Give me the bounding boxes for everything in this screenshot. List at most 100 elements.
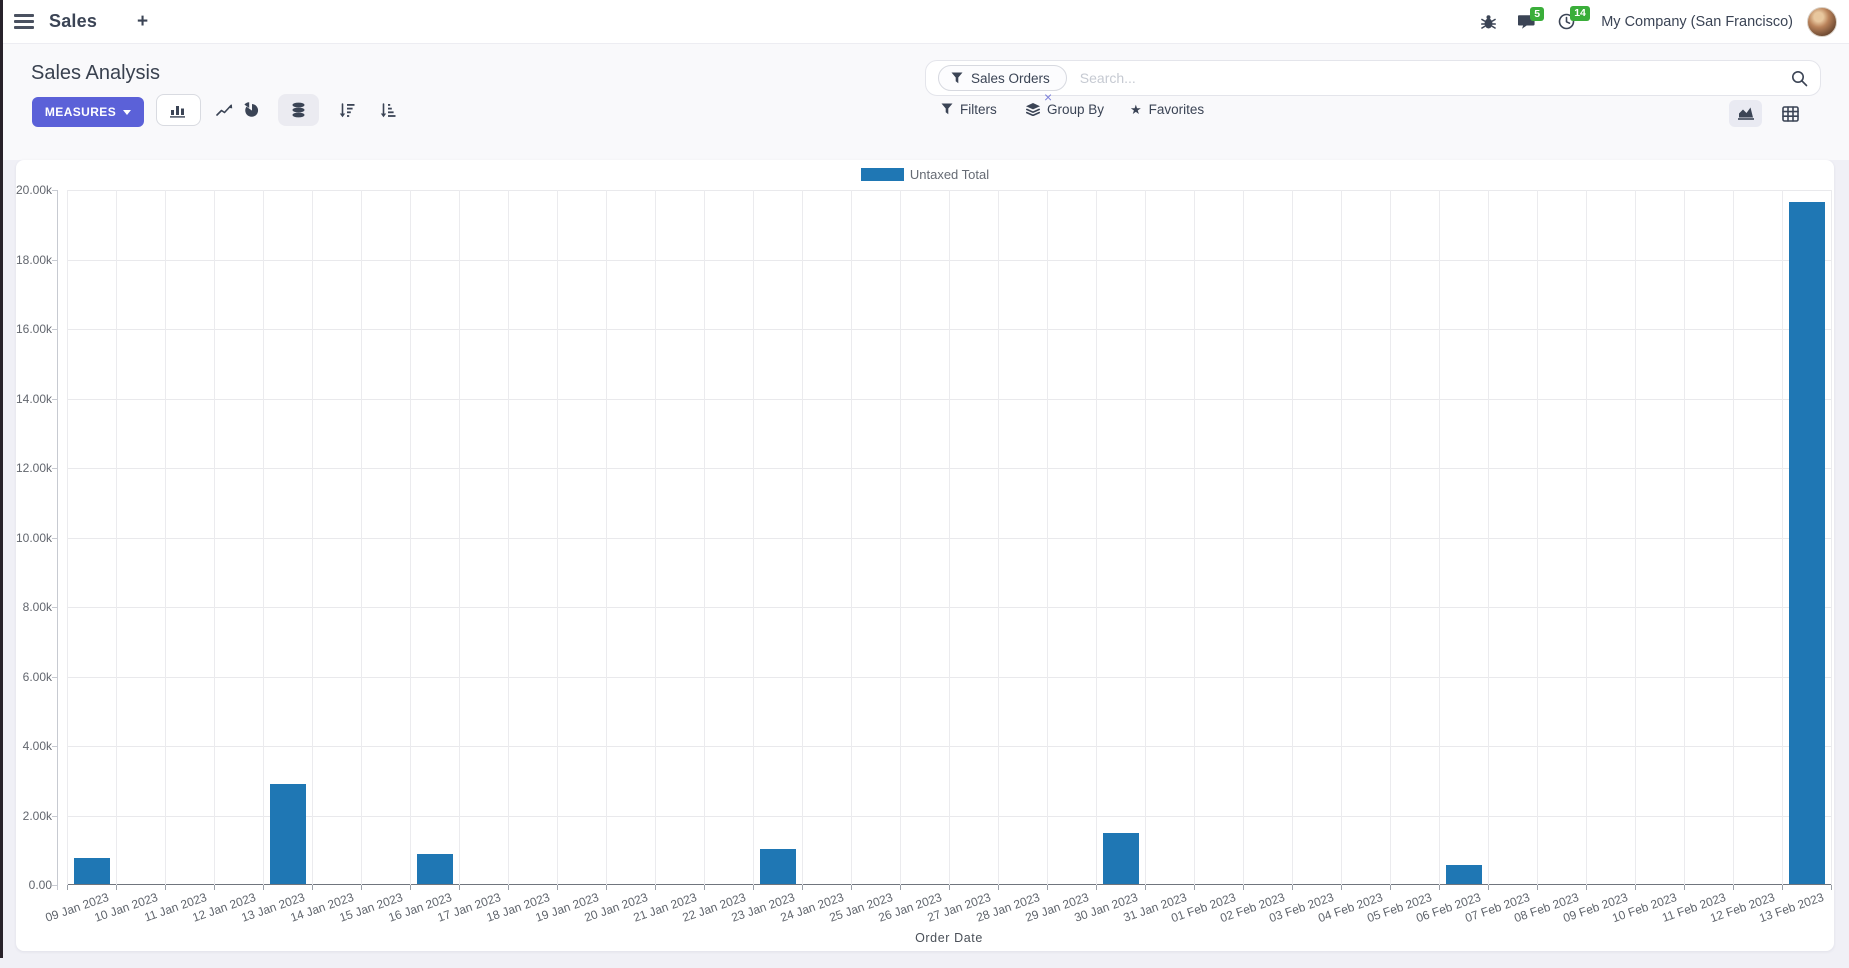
- x-tick-mark: [851, 885, 852, 890]
- pie-chart-icon: [243, 102, 258, 117]
- x-tick-mark: [1390, 885, 1391, 890]
- y-tick-mark: [52, 259, 57, 261]
- legend-label: Untaxed Total: [909, 167, 990, 182]
- x-tick-mark: [1096, 885, 1097, 890]
- x-gridline: [1537, 190, 1538, 885]
- chart-bar[interactable]: [73, 857, 110, 884]
- bar-chart-icon: [170, 105, 185, 118]
- user-avatar[interactable]: [1807, 6, 1837, 37]
- y-axis-line: [57, 190, 58, 890]
- sort-ascending-button[interactable]: [373, 94, 402, 126]
- stacked-toggle-button[interactable]: [278, 94, 319, 126]
- y-tick-mark: [52, 398, 57, 400]
- x-axis-title: Order Date: [915, 931, 983, 945]
- y-tick-label: 8.00k: [22, 600, 52, 614]
- x-gridline: [1390, 190, 1391, 885]
- filters-label: Filters: [960, 101, 997, 117]
- x-gridline: [1243, 190, 1244, 885]
- x-gridline: [214, 190, 215, 885]
- y-tick-label: 6.00k: [22, 669, 52, 684]
- apps-menu-icon[interactable]: [14, 14, 34, 29]
- x-tick-mark: [704, 885, 705, 890]
- debug-bug-icon[interactable]: [1481, 14, 1497, 30]
- pivot-view-button[interactable]: [1774, 100, 1807, 127]
- line-chart-button[interactable]: [210, 94, 239, 126]
- page-title: Sales Analysis: [31, 62, 160, 84]
- x-tick-mark: [1243, 885, 1244, 890]
- x-gridline: [1782, 190, 1783, 885]
- search-facet-sales-orders[interactable]: Sales Orders: [938, 65, 1067, 91]
- x-gridline: [606, 190, 607, 885]
- stacked-icon: [292, 102, 305, 118]
- company-switcher[interactable]: My Company (San Francisco): [1601, 13, 1793, 30]
- y-tick-mark: [52, 815, 57, 817]
- bar-chart-button[interactable]: [156, 94, 201, 126]
- group-by-button[interactable]: Group By: [1026, 96, 1104, 122]
- x-tick-mark: [1684, 885, 1685, 890]
- facet-label: Sales Orders: [971, 70, 1050, 86]
- chart-bar[interactable]: [269, 784, 306, 884]
- x-tick-mark: [1341, 885, 1342, 890]
- measures-button[interactable]: MEASURES: [32, 97, 144, 127]
- x-tick-mark: [1488, 885, 1489, 890]
- x-gridline: [1194, 190, 1195, 885]
- x-tick-mark: [165, 885, 166, 890]
- x-gridline: [802, 190, 803, 885]
- x-tick-mark: [410, 885, 411, 890]
- screen-edge-strip: [0, 0, 3, 958]
- area-chart-icon: [1737, 107, 1754, 120]
- x-tick-mark: [557, 885, 558, 890]
- pie-chart-button[interactable]: [236, 94, 265, 126]
- control-panel: Sales Analysis MEASURES Sales Orders × S…: [0, 44, 1849, 160]
- x-gridline: [1047, 190, 1048, 885]
- x-tick-mark: [1831, 885, 1832, 890]
- chart-bar[interactable]: [1788, 201, 1825, 884]
- layers-icon: [1026, 102, 1040, 116]
- y-tick-label: 10.00k: [15, 530, 52, 545]
- x-gridline: [1145, 190, 1146, 885]
- x-gridline: [704, 190, 705, 885]
- y-tick-label: 18.00k: [15, 252, 52, 267]
- x-tick-mark: [655, 885, 656, 890]
- sort-descending-button[interactable]: [332, 94, 361, 126]
- y-tick-label: 12.00k: [15, 461, 52, 475]
- search-input[interactable]: Search...: [1079, 70, 1136, 86]
- filter-icon: [941, 103, 953, 115]
- group-by-label: Group By: [1047, 101, 1105, 117]
- legend-swatch: [860, 168, 904, 181]
- filters-button[interactable]: Filters: [941, 96, 997, 122]
- y-tick-mark: [52, 468, 57, 469]
- favorites-button[interactable]: ★ Favorites: [1130, 96, 1204, 122]
- y-tick-mark: [52, 885, 57, 886]
- x-gridline: [557, 190, 558, 885]
- x-gridline: [1635, 190, 1636, 885]
- search-bar[interactable]: Sales Orders × Search...: [925, 60, 1821, 104]
- x-gridline: [410, 190, 411, 885]
- x-gridline: [263, 190, 264, 885]
- chart-legend[interactable]: Untaxed Total: [16, 167, 1834, 182]
- x-tick-mark: [67, 885, 68, 890]
- x-gridline: [1831, 190, 1832, 885]
- x-gridline: [1292, 190, 1293, 885]
- app-name[interactable]: Sales: [49, 11, 98, 31]
- chart-bar[interactable]: [759, 848, 796, 884]
- x-gridline: [1096, 190, 1097, 885]
- star-icon: ★: [1130, 101, 1142, 117]
- chart-bar[interactable]: [1445, 864, 1482, 884]
- x-tick-mark: [606, 885, 607, 890]
- x-tick-mark: [1439, 885, 1440, 890]
- x-tick-mark: [361, 885, 362, 890]
- messages-icon[interactable]: 5: [1518, 6, 1545, 30]
- chart-bar[interactable]: [1102, 833, 1139, 884]
- y-tick-label: 14.00k: [15, 391, 52, 406]
- new-tab-button[interactable]: +: [137, 11, 149, 32]
- search-icon[interactable]: [1791, 70, 1808, 87]
- x-tick-mark: [753, 885, 754, 890]
- chart-bar[interactable]: [416, 854, 453, 884]
- graph-view-button[interactable]: [1729, 100, 1762, 127]
- activities-clock-icon[interactable]: 14: [1558, 6, 1590, 30]
- y-axis-labels: 0.00 2.00k 4.00k 6.00k 8.00k 10.00k 12.00k 14.0…: [15, 183, 52, 892]
- x-tick-mark: [998, 885, 999, 890]
- x-tick-mark: [263, 885, 264, 890]
- facet-remove-button[interactable]: ×: [1044, 89, 1053, 105]
